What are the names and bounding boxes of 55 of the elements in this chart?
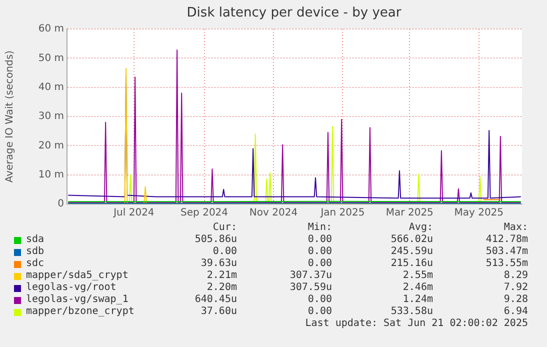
x-tick-label: Jul 2024	[112, 208, 154, 219]
text: Max:	[504, 222, 528, 234]
y-tick-label: 40 m	[38, 82, 64, 93]
text: 640.45u	[194, 294, 237, 306]
text: 1.24m	[402, 294, 433, 306]
text: 307.37u	[290, 270, 332, 282]
text: 513.55m	[486, 258, 528, 270]
text: 505.86u	[194, 234, 237, 246]
legend-label: legolas-vg/root	[26, 282, 116, 294]
text: 0.00	[308, 246, 332, 258]
y-tick-label: 30 m	[38, 111, 64, 122]
legend-label: mapper/sda5_crypt	[26, 270, 128, 282]
y-tick-label: 20 m	[38, 140, 64, 152]
text: 503.47m	[486, 246, 528, 258]
text: 0.00	[308, 306, 332, 318]
text: 37.60u	[200, 306, 237, 318]
text: 2.55m	[402, 270, 433, 282]
text: 245.59u	[390, 246, 433, 258]
x-tick-label: Mar 2025	[386, 208, 434, 219]
y-tick-label: 50 m	[38, 52, 64, 64]
text: 307.59u	[290, 282, 332, 294]
text: 2.46m	[402, 282, 433, 294]
text: 0.00	[308, 294, 332, 306]
y-axis-title: Average IO Wait (seconds)	[4, 50, 16, 183]
text: Avg:	[408, 222, 433, 234]
legend-label: legolas-vg/swap_1	[26, 294, 128, 306]
text: Min:	[308, 222, 332, 234]
text: 0.00	[308, 234, 332, 246]
text: 8.29	[504, 270, 528, 282]
text: 7.92	[504, 282, 528, 294]
x-tick-label: May 2025	[454, 208, 504, 219]
legend-label: sdc	[26, 258, 44, 270]
y-tick-label: 10 m	[38, 169, 64, 180]
text: 2.20m	[206, 282, 237, 294]
chart-title: Disk latency per device - by year	[186, 5, 402, 20]
text: 39.63u	[200, 258, 237, 270]
text: 215.16u	[390, 258, 433, 270]
y-tick-label: 60 m	[38, 24, 64, 35]
legend-label: mapper/bzone_crypt	[26, 306, 134, 318]
legend-label: sda	[26, 234, 44, 246]
text: 566.02u	[390, 234, 433, 246]
y-tick-label: 0	[58, 198, 64, 210]
text: Cur:	[212, 222, 237, 234]
text: Last update: Sat Jun 21 02:00:02 2025	[305, 318, 528, 330]
text: 0.00	[308, 258, 332, 270]
text: 6.94	[504, 306, 528, 318]
legend-label: sdb	[26, 246, 44, 258]
x-tick-label: Nov 2024	[249, 208, 298, 219]
text: 2.21m	[206, 270, 237, 282]
text: 0.00	[212, 246, 237, 258]
text: 533.58u	[390, 306, 433, 318]
text: 412.78m	[486, 234, 528, 246]
x-tick-label: Jan 2025	[320, 208, 365, 219]
x-tick-label: Sep 2024	[180, 208, 228, 219]
text: 9.28	[504, 294, 528, 306]
